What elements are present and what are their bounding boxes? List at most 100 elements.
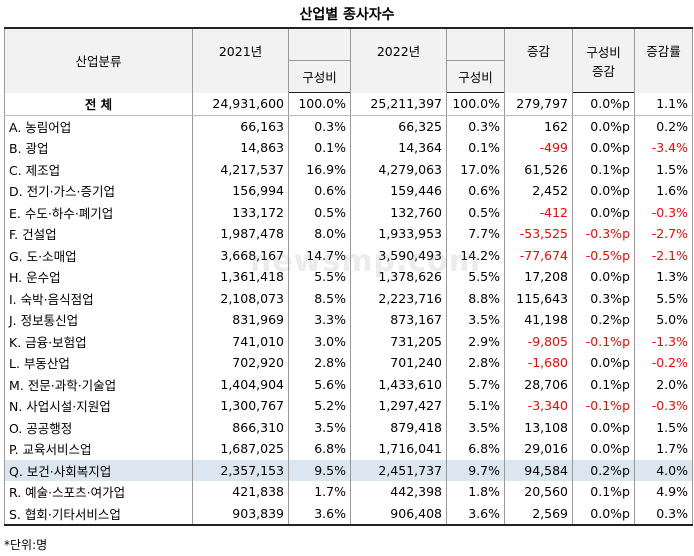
category-cell: N. 사업시설·지원업 — [4, 395, 193, 417]
share-change-cell: 0.1%p — [572, 373, 635, 395]
share-2022-cell: 5.1% — [446, 395, 505, 417]
change-rate-cell: 4.0% — [634, 459, 693, 481]
table-row: K. 금융·보험업 741,010 3.0% 731,205 2.9% -9,805 -0.… — [4, 330, 693, 352]
value-2022-cell: 701,240 — [350, 352, 447, 374]
table-row: C. 제조업 4,217,537 16.9% 4,279,063 17.0% 61,526… — [4, 158, 693, 180]
share-2021-cell: 3.6% — [288, 502, 351, 526]
value-2021-cell: 1,687,025 — [192, 438, 289, 460]
change-cell: -77,674 — [504, 244, 573, 266]
category-cell: M. 전문·과학·기술업 — [4, 373, 193, 395]
share-2021-cell: 3.0% — [288, 330, 351, 352]
share-2022-cell: 2.9% — [446, 330, 505, 352]
share-2022-cell: 3.6% — [446, 502, 505, 526]
share-2021-cell: 9.5% — [288, 459, 351, 481]
share-2021-cell: 100.0% — [288, 92, 351, 116]
value-2021-cell: 1,361,418 — [192, 266, 289, 288]
share-2022-cell: 17.0% — [446, 158, 505, 180]
table-row: D. 전기·가스·증기업 156,994 0.6% 159,446 0.6% 2,452 0… — [4, 180, 693, 202]
change-cell: 279,797 — [504, 92, 573, 116]
value-2022-cell: 2,223,716 — [350, 287, 447, 309]
change-cell: -9,805 — [504, 330, 573, 352]
value-2022-cell: 132,760 — [350, 201, 447, 223]
header-share-change-bottom: 증감 — [572, 60, 635, 93]
share-2021-cell: 3.5% — [288, 416, 351, 438]
category-cell: G. 도·소매업 — [4, 244, 193, 266]
change-rate-cell: -1.3% — [634, 330, 693, 352]
share-2022-cell: 100.0% — [446, 92, 505, 116]
change-rate-cell: -3.4% — [634, 137, 693, 159]
share-2022-cell: 0.6% — [446, 180, 505, 202]
category-cell: D. 전기·가스·증기업 — [4, 180, 193, 202]
value-2021-cell: 4,217,537 — [192, 158, 289, 180]
change-rate-cell: -2.7% — [634, 223, 693, 245]
change-cell: 115,643 — [504, 287, 573, 309]
share-2021-cell: 8.0% — [288, 223, 351, 245]
value-2022-cell: 442,398 — [350, 481, 447, 503]
share-2021-cell: 1.7% — [288, 481, 351, 503]
value-2021-cell: 421,838 — [192, 481, 289, 503]
change-cell: 2,452 — [504, 180, 573, 202]
change-rate-cell: -2.1% — [634, 244, 693, 266]
header-2022: 2022년 — [376, 44, 421, 60]
share-2022-cell: 0.3% — [446, 115, 505, 137]
table-title: 산업별 종사자수 — [299, 7, 395, 23]
category-cell: P. 교육서비스업 — [4, 438, 193, 460]
table-row: P. 교육서비스업 1,687,025 6.8% 1,716,041 6.8% 29,01… — [4, 438, 693, 460]
share-change-cell: 0.1%p — [572, 158, 635, 180]
table-row: 전 체 24,931,600 100.0% 25,211,397 100.0% 279,7… — [4, 92, 693, 116]
share-change-cell: 0.0%p — [572, 352, 635, 374]
category-cell: C. 제조업 — [4, 158, 193, 180]
category-cell: R. 예술·스포츠·여가업 — [4, 481, 193, 503]
change-cell: -1,680 — [504, 352, 573, 374]
change-rate-cell: 1.3% — [634, 266, 693, 288]
table-row: G. 도·소매업 3,668,167 14.7% 3,590,493 14.2% -77,… — [4, 244, 693, 266]
change-rate-cell: 0.2% — [634, 115, 693, 137]
category-cell: O. 공공행정 — [4, 416, 193, 438]
change-cell: 29,016 — [504, 438, 573, 460]
change-cell: 13,108 — [504, 416, 573, 438]
change-cell: 162 — [504, 115, 573, 137]
header-2021-share: 구성비 — [288, 60, 351, 93]
change-rate-cell: -0.2% — [634, 352, 693, 374]
watermark: newsmp.com — [250, 244, 482, 279]
change-rate-cell: 1.6% — [634, 180, 693, 202]
category-cell: E. 수도·하수·폐기업 — [4, 201, 193, 223]
share-change-cell: 0.3%p — [572, 287, 635, 309]
value-2022-cell: 1,433,610 — [350, 373, 447, 395]
share-2022-cell: 5.5% — [446, 266, 505, 288]
unit-note: *단위:명 — [4, 538, 48, 552]
table-row: A. 농림어업 66,163 0.3% 66,325 0.3% 162 0.0%p 0.2% — [4, 115, 693, 137]
value-2021-cell: 66,163 — [192, 115, 289, 137]
share-2021-cell: 5.6% — [288, 373, 351, 395]
table-row: O. 공공행정 866,310 3.5% 879,418 3.5% 13,108 0.0%p… — [4, 416, 693, 438]
share-2022-cell: 3.5% — [446, 309, 505, 331]
value-2021-cell: 1,404,904 — [192, 373, 289, 395]
share-2021-cell: 3.3% — [288, 309, 351, 331]
value-2022-cell: 4,279,063 — [350, 158, 447, 180]
category-cell: H. 운수업 — [4, 266, 193, 288]
share-2022-cell: 0.1% — [446, 137, 505, 159]
change-cell: -412 — [504, 201, 573, 223]
share-change-cell: 0.0%p — [572, 115, 635, 137]
share-2022-cell: 5.7% — [446, 373, 505, 395]
value-2022-cell: 879,418 — [350, 416, 447, 438]
share-change-cell: 0.0%p — [572, 266, 635, 288]
share-change-cell: 0.0%p — [572, 180, 635, 202]
change-rate-cell: 5.0% — [634, 309, 693, 331]
share-change-cell: 0.0%p — [572, 137, 635, 159]
value-2021-cell: 133,172 — [192, 201, 289, 223]
value-2022-cell: 66,325 — [350, 115, 447, 137]
change-cell: 28,706 — [504, 373, 573, 395]
value-2021-cell: 2,108,073 — [192, 287, 289, 309]
category-cell: 전 체 — [4, 92, 193, 116]
share-2022-cell: 1.8% — [446, 481, 505, 503]
share-2022-cell: 6.8% — [446, 438, 505, 460]
value-2022-cell: 159,446 — [350, 180, 447, 202]
value-2021-cell: 24,931,600 — [192, 92, 289, 116]
header-change: 증감 — [526, 44, 550, 60]
share-change-cell: 0.0%p — [572, 201, 635, 223]
category-cell: A. 농림어업 — [4, 115, 193, 137]
value-2021-cell: 903,839 — [192, 502, 289, 526]
change-cell: 17,208 — [504, 266, 573, 288]
share-change-cell: 0.0%p — [572, 438, 635, 460]
